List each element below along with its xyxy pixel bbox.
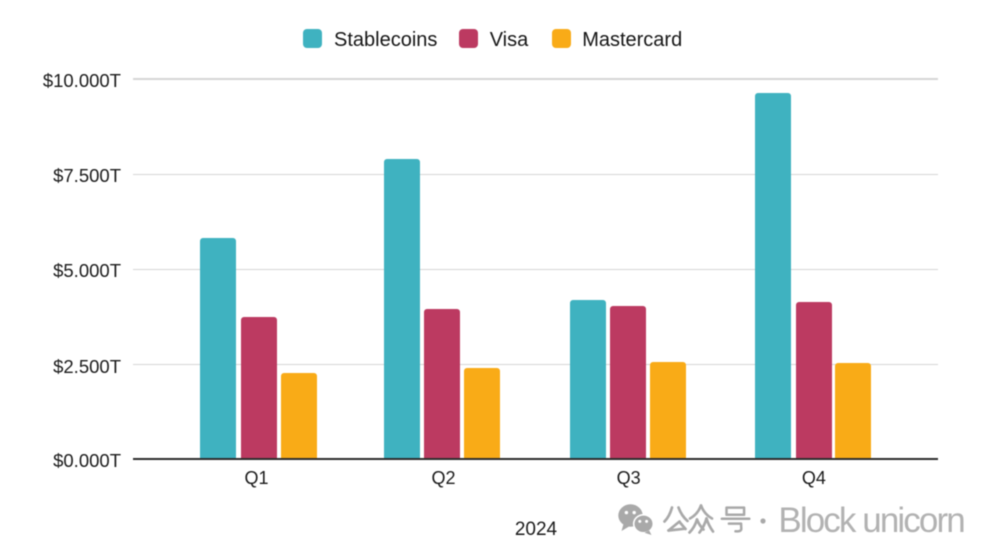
svg-text:Block unicorn: Block unicorn xyxy=(778,501,964,540)
